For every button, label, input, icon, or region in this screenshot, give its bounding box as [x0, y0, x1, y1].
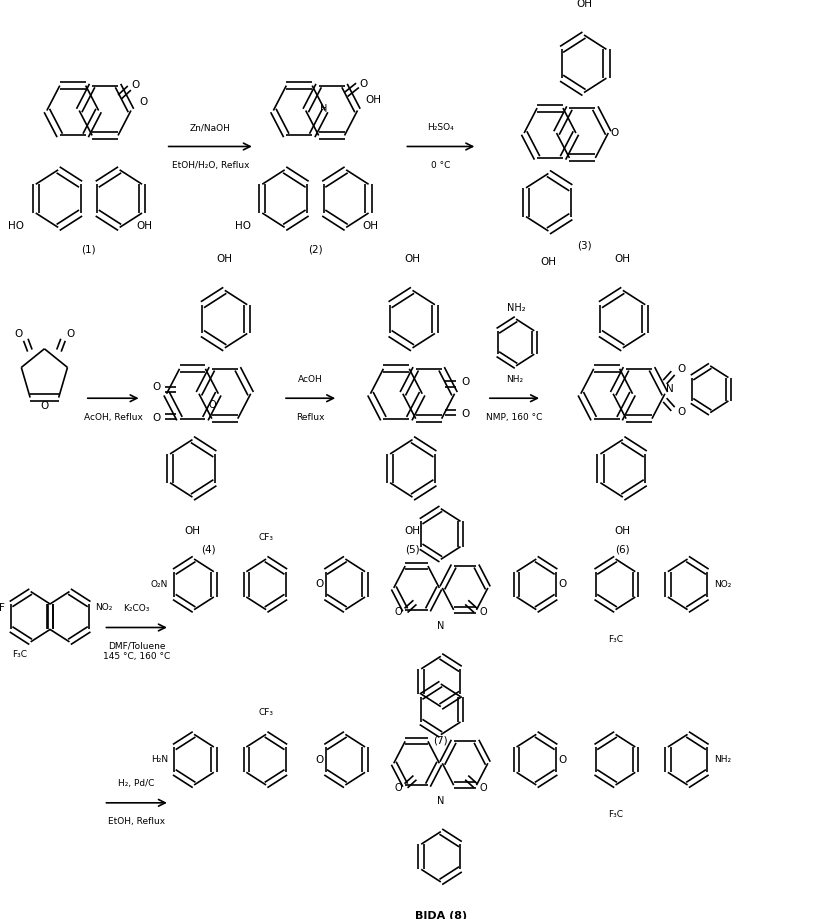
Text: F₃C: F₃C — [608, 635, 623, 643]
Text: O: O — [677, 365, 685, 374]
Text: CF₃: CF₃ — [258, 533, 274, 542]
Text: OH: OH — [185, 527, 200, 537]
Text: H₂N: H₂N — [150, 755, 167, 765]
Text: CF₃: CF₃ — [258, 709, 274, 718]
Text: O: O — [558, 754, 566, 765]
Text: O: O — [15, 329, 23, 339]
Text: O: O — [461, 377, 469, 387]
Text: HO: HO — [8, 221, 24, 231]
Text: O: O — [395, 607, 403, 618]
Text: Reflux: Reflux — [297, 413, 325, 422]
Text: O: O — [558, 579, 566, 589]
Text: H: H — [319, 104, 327, 114]
Text: NO₂: NO₂ — [714, 580, 731, 589]
Text: HO: HO — [234, 221, 251, 231]
Text: (7): (7) — [434, 736, 449, 746]
Text: F₃C: F₃C — [608, 810, 623, 819]
Text: AcOH: AcOH — [298, 375, 323, 384]
Text: OH: OH — [363, 221, 378, 231]
Text: O: O — [395, 783, 403, 792]
Text: (4): (4) — [201, 544, 216, 554]
Text: OH: OH — [136, 221, 152, 231]
Text: O: O — [315, 579, 324, 589]
Text: OH: OH — [576, 0, 592, 9]
Text: O: O — [132, 80, 140, 90]
Text: O: O — [315, 754, 324, 765]
Text: O: O — [152, 382, 160, 392]
Text: O: O — [40, 402, 48, 412]
Text: (3): (3) — [577, 241, 592, 250]
Text: O: O — [359, 78, 368, 88]
Text: (6): (6) — [615, 544, 630, 554]
Text: OH: OH — [404, 254, 421, 264]
Text: NMP, 160 °C: NMP, 160 °C — [486, 413, 542, 422]
Text: AcOH, Reflux: AcOH, Reflux — [83, 413, 143, 422]
Text: NO₂: NO₂ — [95, 603, 112, 612]
Text: DMF/Toluene
145 °C, 160 °C: DMF/Toluene 145 °C, 160 °C — [103, 641, 170, 662]
Text: O: O — [140, 96, 148, 107]
Text: H₂SO₄: H₂SO₄ — [427, 123, 454, 132]
Text: EtOH/H₂O, Reflux: EtOH/H₂O, Reflux — [172, 161, 249, 170]
Text: NH₂: NH₂ — [507, 303, 525, 313]
Text: OH: OH — [615, 527, 631, 537]
Text: OH: OH — [540, 256, 556, 267]
Text: H₂, Pd/C: H₂, Pd/C — [118, 779, 154, 789]
Text: N: N — [437, 796, 444, 806]
Text: F: F — [0, 603, 4, 613]
Text: O: O — [677, 407, 685, 416]
Text: NH₂: NH₂ — [506, 375, 523, 384]
Text: OH: OH — [366, 95, 382, 105]
Text: O: O — [479, 783, 487, 792]
Text: OH: OH — [615, 254, 631, 264]
Text: O₂N: O₂N — [150, 580, 168, 589]
Text: O: O — [152, 413, 160, 423]
Text: OH: OH — [217, 254, 233, 264]
Text: Zn/NaOH: Zn/NaOH — [190, 123, 230, 132]
Text: F₃C: F₃C — [11, 650, 27, 659]
Text: EtOH, Reflux: EtOH, Reflux — [108, 817, 165, 826]
Text: O: O — [209, 401, 217, 411]
Text: O: O — [461, 409, 469, 419]
Text: NH₂: NH₂ — [714, 755, 731, 765]
Text: K₂CO₃: K₂CO₃ — [123, 604, 150, 613]
Text: N: N — [666, 384, 674, 394]
Text: N: N — [437, 620, 444, 630]
Text: O: O — [479, 607, 487, 618]
Text: O: O — [610, 128, 618, 138]
Text: (1): (1) — [82, 244, 96, 255]
Text: O: O — [66, 329, 74, 339]
Text: (5): (5) — [405, 544, 420, 554]
Text: BIDA (8): BIDA (8) — [415, 911, 467, 919]
Text: OH: OH — [404, 527, 421, 537]
Text: (2): (2) — [308, 244, 323, 255]
Text: 0 °C: 0 °C — [431, 161, 450, 170]
